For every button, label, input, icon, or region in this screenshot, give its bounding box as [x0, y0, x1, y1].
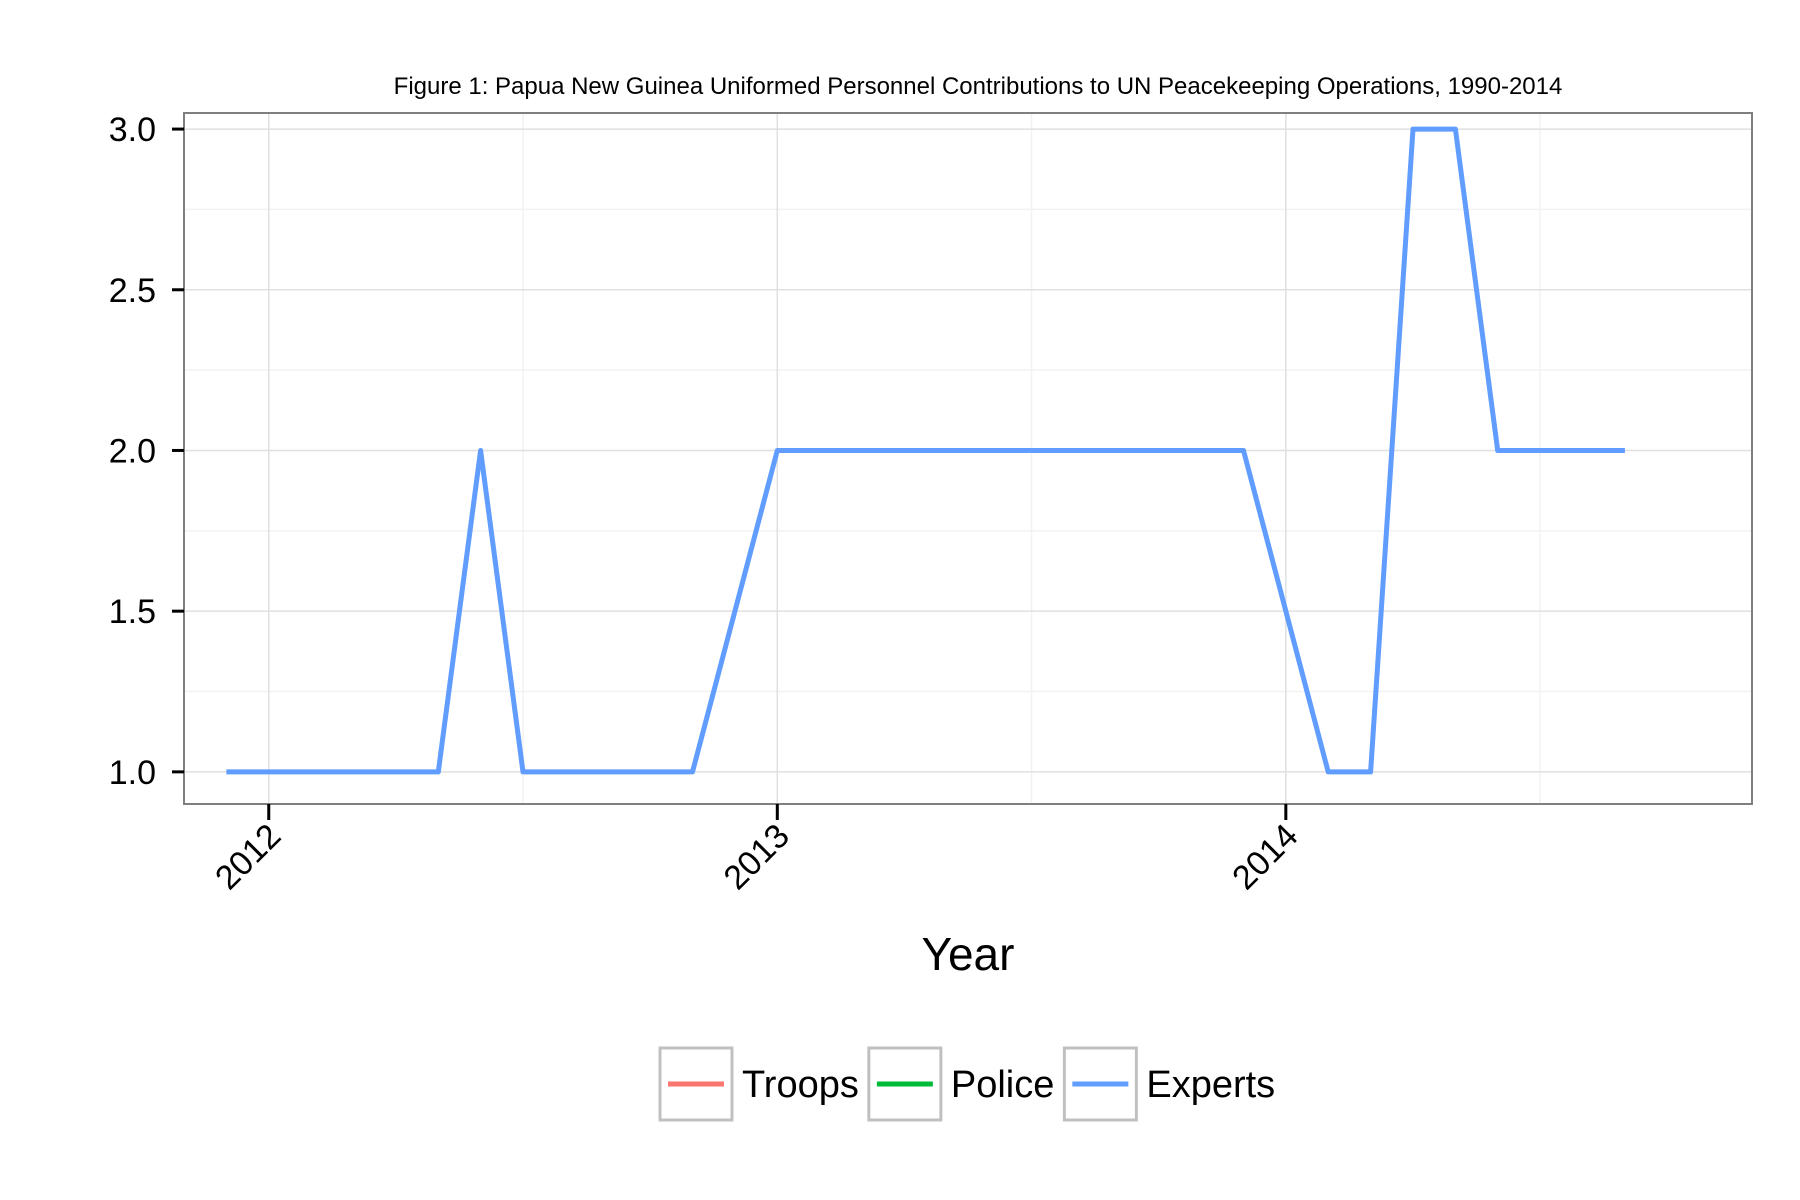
plot-area: 1.0 1.5 2.0 2.5 3.0 2012 2013 2014	[109, 111, 1753, 897]
legend-label: Troops	[742, 1064, 859, 1106]
y-tick-label: 2.0	[109, 432, 156, 470]
plot-border	[183, 112, 1753, 805]
y-tick-label: 2.5	[109, 272, 156, 310]
legend: Troops Police Experts	[658, 1046, 1275, 1122]
x-tick-label: 2014	[1225, 817, 1305, 897]
legend-label: Experts	[1146, 1064, 1275, 1106]
y-tick-label: 1.0	[109, 754, 156, 792]
x-tick-label: 2013	[717, 817, 797, 897]
chart-title: Figure 1: Papua New Guinea Uniformed Per…	[394, 73, 1563, 100]
x-axis-title: Year	[922, 928, 1015, 980]
y-tick-label: 3.0	[109, 111, 156, 149]
plot-background	[184, 113, 1752, 804]
y-tick-label: 1.5	[109, 593, 156, 631]
legend-label: Police	[951, 1064, 1055, 1106]
x-tick-label: 2012	[208, 817, 288, 897]
series-line-experts	[226, 126, 1625, 775]
